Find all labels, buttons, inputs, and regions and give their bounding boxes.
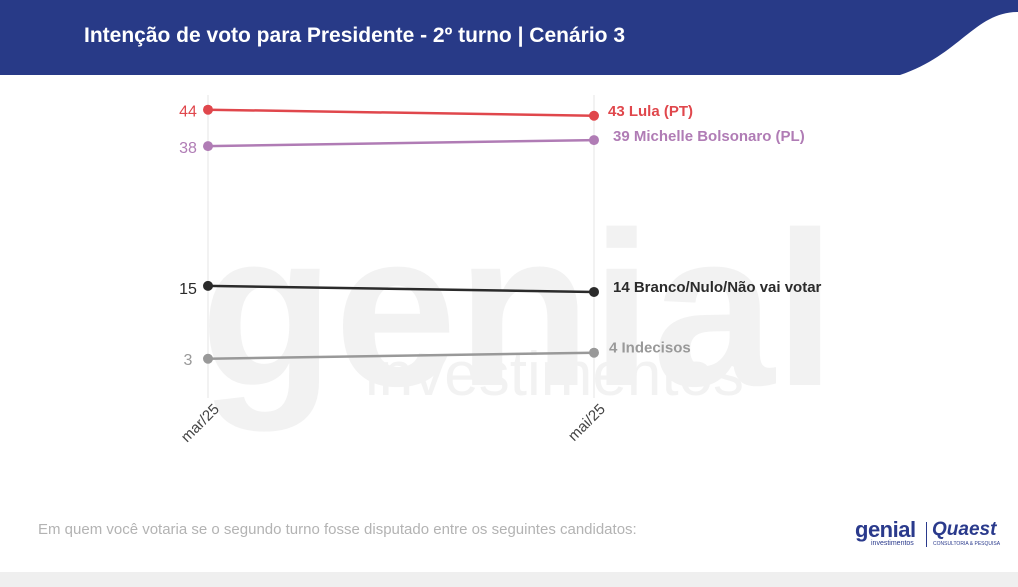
- quaest-logo: Quaest: [932, 519, 997, 540]
- series-1-start-label: 38: [179, 140, 197, 157]
- series-3-point-1: [589, 347, 599, 358]
- series-3-end-label: 4 Indecisos: [609, 340, 691, 357]
- series-2-point-1: [589, 286, 599, 297]
- series-2-line: [207, 284, 595, 294]
- watermark-genial: genial: [200, 186, 836, 432]
- watermark-investimentos: investimentos: [365, 340, 744, 409]
- series-3-point-0: [203, 353, 213, 364]
- chart-title: Intenção de voto para Presidente - 2º tu…: [84, 24, 625, 47]
- series-group: 44 43 Lula (PT) 38 39 Michelle Bolsonaro (P…: [179, 103, 821, 369]
- brand-logos: genial investimentos Quaest CONSULTORIA …: [855, 517, 1005, 551]
- series-0-line: [207, 108, 595, 118]
- series-3-line: [207, 351, 595, 361]
- footnote: Em quem você votaria se o segundo turno …: [38, 521, 637, 538]
- series-3-start-label: 3: [184, 352, 193, 369]
- footer-bar: [0, 572, 1018, 587]
- series-1-point-0: [203, 141, 213, 152]
- series-1-point-1: [589, 135, 599, 146]
- series-2-point-0: [203, 280, 213, 291]
- header-bar: Intenção de voto para Presidente - 2º tu…: [0, 0, 1018, 75]
- series-2-end-label: 14 Branco/Nulo/Não vai votar: [613, 279, 822, 296]
- series-0-point-1: [589, 110, 599, 121]
- quaest-logo-subtitle: CONSULTORIA & PESQUISA: [933, 541, 1001, 547]
- genial-logo: genial: [855, 517, 916, 542]
- header-background: [0, 0, 1018, 75]
- series-2-start-label: 15: [179, 281, 197, 298]
- series-0-point-0: [203, 104, 213, 115]
- logo-separator: [926, 522, 927, 547]
- series-0-end-label: 43 Lula (PT): [608, 103, 693, 120]
- watermark: genial investimentos: [200, 186, 836, 432]
- series-0-start-label: 44: [179, 104, 197, 121]
- genial-logo-subtitle: investimentos: [871, 540, 914, 547]
- series-1-line: [207, 138, 595, 148]
- series-1-end-label: 39 Michelle Bolsonaro (PL): [613, 128, 805, 145]
- line-chart: genial investimentos 44 43 Lula (PT) 38 39 …: [178, 95, 836, 446]
